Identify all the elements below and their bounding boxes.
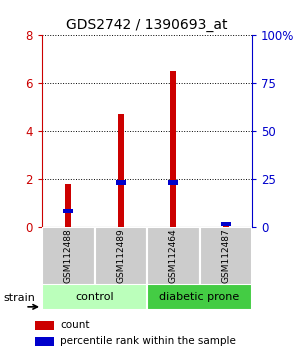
Bar: [170, 71, 176, 227]
Text: GSM112487: GSM112487: [221, 228, 230, 283]
Text: percentile rank within the sample: percentile rank within the sample: [60, 336, 236, 346]
Bar: [221, 222, 231, 227]
Bar: [223, 225, 229, 227]
Bar: [42, 284, 147, 310]
Bar: [65, 183, 71, 227]
Text: GSM112489: GSM112489: [116, 228, 125, 283]
Bar: [116, 181, 126, 185]
Bar: [200, 227, 252, 285]
Text: GSM112488: GSM112488: [64, 228, 73, 283]
Text: control: control: [75, 292, 114, 302]
Bar: [168, 181, 178, 185]
Bar: [147, 284, 252, 310]
Bar: [42, 227, 94, 285]
Text: GSM112464: GSM112464: [169, 228, 178, 283]
Bar: [94, 227, 147, 285]
Bar: [118, 114, 124, 227]
Bar: [63, 209, 73, 213]
Title: GDS2742 / 1390693_at: GDS2742 / 1390693_at: [66, 18, 228, 32]
Text: count: count: [60, 320, 90, 330]
Bar: [35, 337, 54, 346]
Text: strain: strain: [3, 293, 35, 303]
Bar: [35, 321, 54, 330]
Bar: [147, 227, 200, 285]
Text: diabetic prone: diabetic prone: [159, 292, 240, 302]
